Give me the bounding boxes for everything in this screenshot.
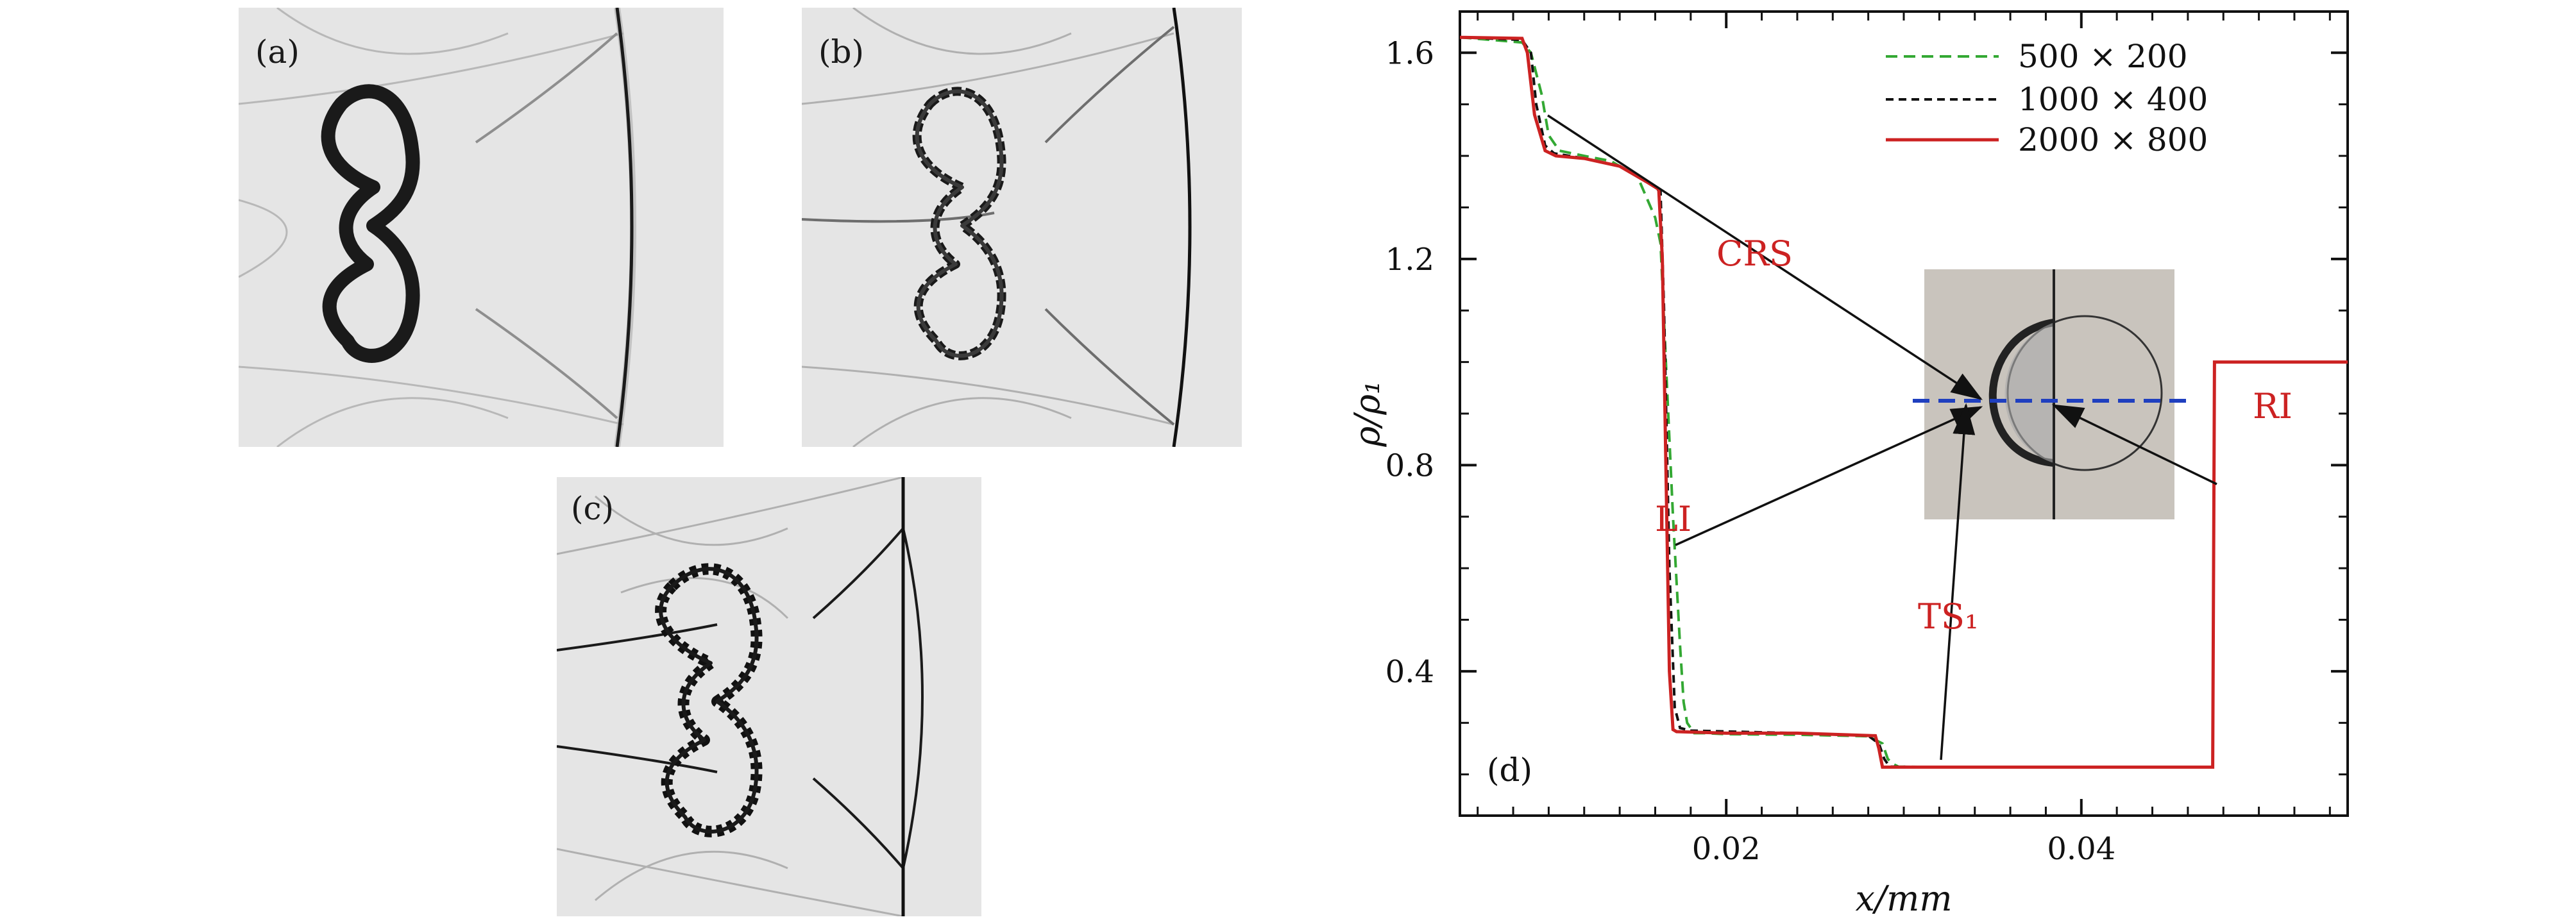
inset-compressed-fill [2004,323,2054,463]
simulation-panel-a: (a) [239,8,724,447]
annotation-arrows [1547,114,2217,760]
schlieren-image-b [802,8,1192,447]
panel-label-d: (d) [1487,752,1532,789]
schlieren-image-c [557,477,924,916]
y-tick-label: 0.4 [1385,654,1434,690]
x-tick-label: 0.02 [1692,831,1761,867]
simulation-panel-c: (c) [557,477,981,916]
annotation-li: LI [1655,499,1691,539]
annotation-ts: TS₁ [1918,596,1979,637]
annotation-crs: CRS [1716,233,1793,274]
panel-label-b: (b) [818,33,865,71]
inset-diagram [1913,269,2194,519]
schlieren-image-a [239,8,636,447]
arrow-crs [1547,114,1983,400]
panel-label-a: (a) [255,33,300,71]
simulation-panel-b: (b) [802,8,1242,447]
panel-label-c: (c) [571,490,614,527]
chart-text: (d) x/mm ρ/ρ₁ CRS LI TS₁ RI [1347,233,2292,919]
arrow-ri [2051,404,2217,485]
legend-label-3: 2000 × 800 [2018,121,2208,158]
y-tick-label: 0.8 [1385,448,1434,483]
x-axis-ticks: 0.02 0.04 [1477,12,2331,867]
annotation-ri: RI [2253,386,2292,426]
density-profile-chart: 0.4 0.8 1.2 1.6 0.02 0.04 500 × 200 1000 × 40… [1347,10,2349,919]
x-axis-label: x/mm [1855,878,1952,919]
arrow-ts1 [1940,403,1976,760]
inset-compressed-region [1988,319,2055,467]
y-axis-ticks: 0.4 0.8 1.2 1.6 [1385,35,2348,776]
series-line-3 [1459,35,2348,769]
y-tick-label: 1.6 [1385,35,1434,71]
legend-label-1: 500 × 200 [2018,38,2188,75]
y-axis-label: ρ/ρ₁ [1347,380,1387,447]
y-tick-label: 1.2 [1385,242,1434,278]
arrow-li [1675,406,1983,546]
legend-label-2: 1000 × 400 [2018,81,2208,118]
x-tick-label: 0.04 [2047,831,2115,867]
series-layer [1459,35,2348,769]
